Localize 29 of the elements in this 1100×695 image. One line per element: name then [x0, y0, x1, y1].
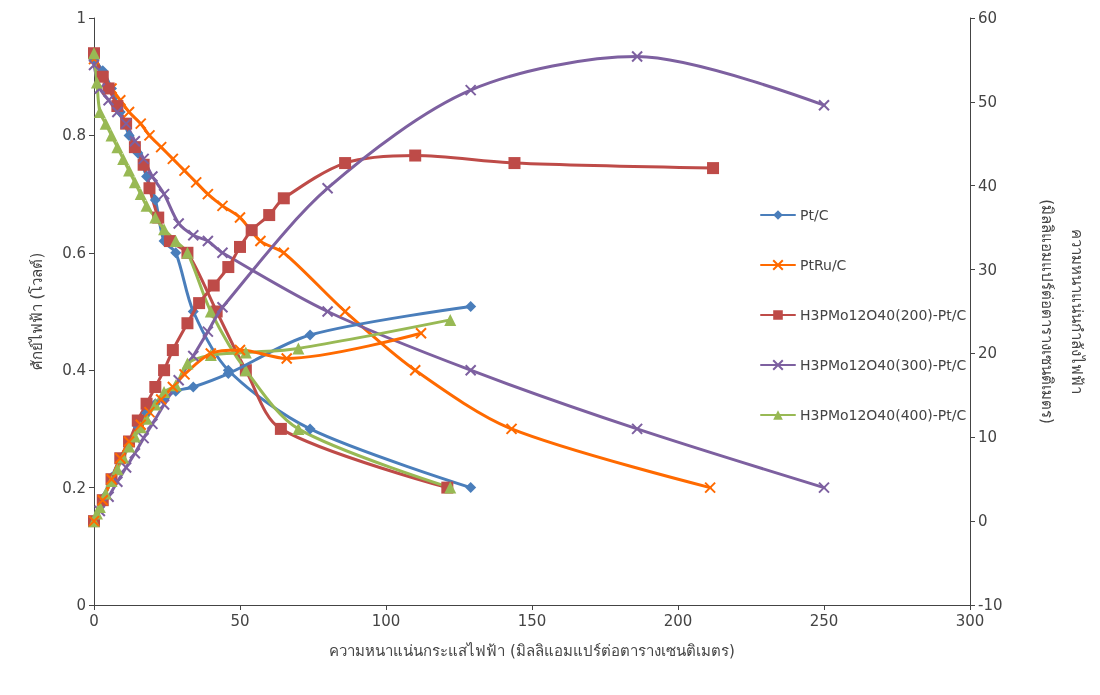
y2-tick-label: -10 [978, 596, 1003, 614]
y-tick-label: 0.4 [62, 361, 86, 380]
legend-label: H3PMo12O40(200)-Pt/C [800, 307, 967, 323]
y-tick-label: 1 [76, 9, 86, 27]
x-axis-title: ความหนาแน่นกระแสไฟฟ้า (มิลลิแอมแปร์ต่อตารางเซนติเมตร) [329, 641, 735, 660]
legend-label: PtRu/C [800, 257, 847, 273]
y2-tick-label: 30 [978, 260, 998, 279]
y-axis-title: ศักย์ไฟฟ้า (โวลต์) [27, 252, 46, 371]
y2-tick-label: 40 [978, 176, 998, 195]
y2-tick-label: 20 [978, 344, 998, 363]
x-tick-label: 0 [89, 611, 99, 630]
y-tick-label: 0.8 [62, 126, 86, 145]
legend-label: H3PMo12O40(400)-Pt/C [800, 407, 967, 423]
legend-label: Pt/C [800, 207, 829, 223]
y-tick-label: 0.6 [62, 243, 86, 262]
x-tick-label: 250 [809, 611, 839, 630]
y-tick-label: 0.2 [62, 478, 86, 497]
x-tick-label: 300 [955, 611, 985, 630]
x-tick-label: 200 [663, 611, 693, 630]
y2-tick-label: 10 [978, 428, 998, 447]
y-tick-label: 0 [76, 596, 86, 614]
y2-tick-label: 60 [978, 9, 998, 27]
legend-label: H3PMo12O40(300)-Pt/C [800, 357, 967, 373]
y2-axis-title: ความหนาแน่นกำลังไฟฟ้า (มิลลิแอมแปร์ต่อตารางเซนติเมตร) [1038, 199, 1086, 424]
x-tick-label: 100 [371, 611, 401, 630]
y2-tick-label: 50 [978, 92, 998, 111]
x-tick-label: 150 [517, 611, 547, 630]
y2-tick-label: 0 [978, 512, 988, 531]
x-tick-label: 50 [230, 611, 250, 630]
